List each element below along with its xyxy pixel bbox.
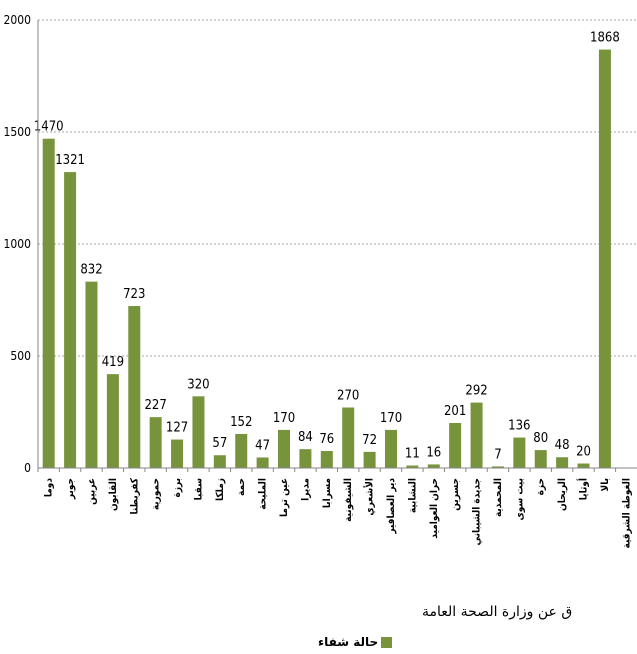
data-label: 47 xyxy=(255,438,270,453)
bar xyxy=(278,429,291,468)
x-tick-label: حزة xyxy=(536,478,547,495)
data-label: 84 xyxy=(298,430,313,445)
x-tick-label: الأشعري xyxy=(363,478,376,516)
x-tick-label: دير العصافير xyxy=(386,478,397,535)
x-tick-label: جوبر xyxy=(65,478,76,500)
bars xyxy=(42,49,611,469)
data-label: 11 xyxy=(405,447,420,462)
bar xyxy=(534,450,547,468)
bar xyxy=(470,402,483,468)
data-label: 832 xyxy=(80,263,102,278)
x-tick-label: مسرابا xyxy=(322,478,333,508)
bar xyxy=(427,464,440,468)
bar xyxy=(213,455,226,468)
axes xyxy=(37,20,637,472)
x-tick-label: حران العواميد xyxy=(429,478,440,539)
x-tick-label: حمة xyxy=(236,478,247,496)
x-tick-label: النشابية xyxy=(407,478,418,513)
y-tick-label: 2000 xyxy=(4,13,32,27)
bar xyxy=(342,407,355,468)
y-axis-ticks: 0 500 1000 1500 2000 xyxy=(4,13,32,475)
data-label: 48 xyxy=(555,438,570,453)
x-tick-label: المليحة xyxy=(258,478,269,510)
data-label: 201 xyxy=(444,404,466,419)
bar xyxy=(577,463,590,468)
bar xyxy=(598,49,611,469)
bar xyxy=(42,138,55,468)
data-label: 80 xyxy=(533,431,548,446)
x-tick-label: أوتايا xyxy=(577,478,590,500)
x-tick-label: جسرين xyxy=(450,478,461,511)
data-label: 72 xyxy=(362,433,377,448)
bar xyxy=(149,417,162,468)
x-tick-label: بالا xyxy=(600,478,611,491)
legend-label: حالة شفاء xyxy=(318,635,379,649)
data-label: 270 xyxy=(337,389,359,404)
data-label: 1868 xyxy=(590,31,620,46)
x-tick-label: المحمدية xyxy=(493,478,504,517)
data-label: 419 xyxy=(102,355,124,370)
data-label: 170 xyxy=(380,411,402,426)
bar xyxy=(235,433,248,468)
y-tick-label: 1000 xyxy=(4,237,32,251)
bar xyxy=(513,437,526,468)
x-tick-label: بيت سوى xyxy=(514,478,525,520)
x-tick-label: الريحان xyxy=(557,478,568,511)
data-label: 723 xyxy=(123,287,145,302)
legend: حالة شفاء xyxy=(318,635,393,649)
bar xyxy=(384,429,397,468)
bar xyxy=(406,465,419,468)
data-label: 292 xyxy=(465,384,487,399)
x-tick-label: الغوطة الشرقية xyxy=(621,478,632,548)
bar xyxy=(85,281,98,468)
y-tick-label: 0 xyxy=(24,461,31,475)
x-tick-label: كفربطنا xyxy=(129,477,140,514)
legend-swatch xyxy=(381,636,393,648)
bar xyxy=(449,422,462,468)
bar xyxy=(320,450,333,468)
y-tick-label: 500 xyxy=(10,349,31,363)
x-tick-label: الشيفونية xyxy=(343,478,354,522)
y-tick-label: 1500 xyxy=(4,125,32,139)
data-label: 16 xyxy=(426,445,441,460)
data-label: 1470 xyxy=(34,120,64,135)
x-tick-label: زملكا xyxy=(215,478,226,501)
x-axis-labels: دوما جوبر عربين القابون كفربطنا حمورية برزة سقب… xyxy=(44,477,633,548)
data-label: 152 xyxy=(230,415,252,430)
data-label: 227 xyxy=(144,398,166,413)
bar xyxy=(64,172,77,468)
gridlines xyxy=(38,19,637,357)
bar xyxy=(363,451,376,468)
data-label: 136 xyxy=(508,419,530,434)
data-label: 170 xyxy=(273,411,295,426)
bar xyxy=(556,457,569,468)
x-tick-label: مديرا xyxy=(300,478,311,501)
data-label: 57 xyxy=(212,436,227,451)
data-label: 76 xyxy=(319,432,334,447)
bar xyxy=(491,466,504,468)
x-tick-label: القابون xyxy=(108,478,119,511)
bar xyxy=(128,306,141,468)
source-note: ق عن وزارة الصحة العامة xyxy=(422,604,573,620)
data-label: 7 xyxy=(494,447,501,462)
bar xyxy=(106,374,119,468)
data-label: 320 xyxy=(187,377,209,392)
x-tick-label: حمورية xyxy=(151,478,162,510)
x-tick-label: دوما xyxy=(44,478,55,498)
x-tick-label: جديدة الشيباني xyxy=(472,478,483,546)
bar xyxy=(171,439,184,468)
x-tick-label: سقبا xyxy=(193,478,204,501)
bar xyxy=(299,449,312,468)
data-label: 127 xyxy=(166,421,188,436)
bar xyxy=(256,457,269,468)
x-tick-label: برزة xyxy=(172,478,183,497)
bar xyxy=(192,396,205,468)
x-tick-label: عين ترما xyxy=(279,478,290,517)
bar-chart: 0 500 1000 1500 2000 1470 1321 832 419 723 227127… xyxy=(4,13,637,548)
data-label: 1321 xyxy=(55,153,85,168)
x-tick-label: عربين xyxy=(86,478,97,505)
data-label: 20 xyxy=(576,445,591,460)
